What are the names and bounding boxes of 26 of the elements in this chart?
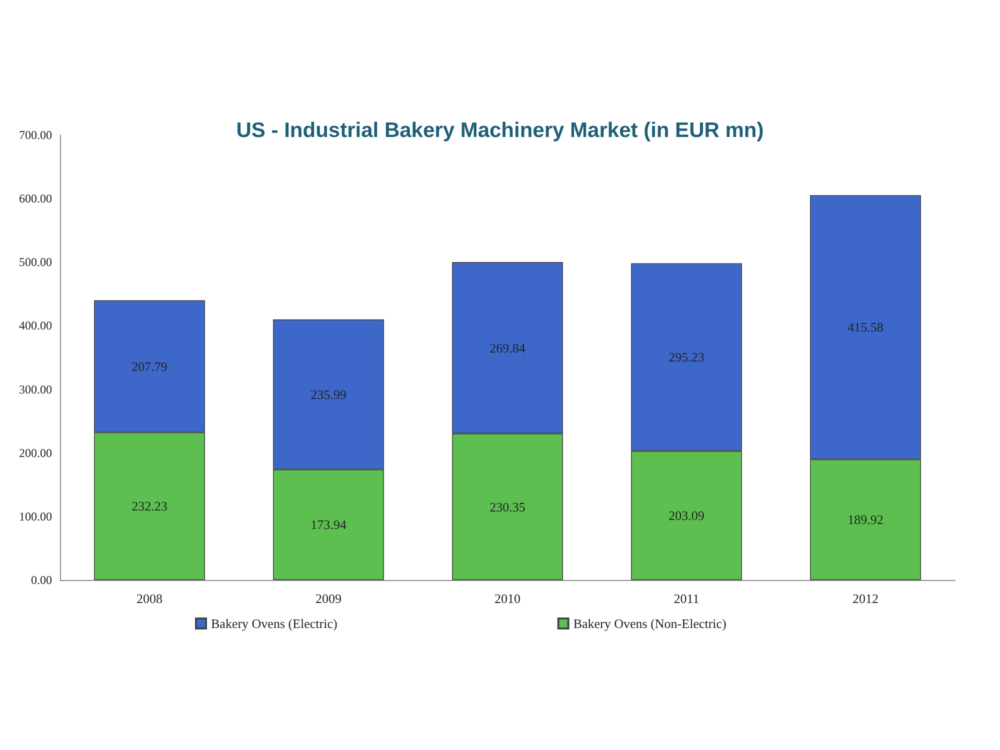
x-tick-label: 2008 xyxy=(136,591,162,606)
data-label: 189.92 xyxy=(848,512,884,528)
x-tick-label: 2009 xyxy=(316,591,342,606)
data-label: 173.94 xyxy=(310,517,347,532)
y-tick-label: 0.00 xyxy=(31,573,52,587)
data-label: 207.79 xyxy=(132,358,168,374)
legend-label: Bakery Ovens (Electric) xyxy=(211,616,338,631)
y-tick-label: 300.00 xyxy=(19,382,52,396)
data-label: 269.84 xyxy=(490,340,526,356)
data-label: 230.35 xyxy=(490,499,526,514)
x-tick-label: 2012 xyxy=(852,591,878,606)
y-tick-label: 200.00 xyxy=(19,446,52,460)
legend-label: Bakery Ovens (Non-Electric) xyxy=(573,616,726,631)
data-label: 203.09 xyxy=(668,508,704,523)
data-label: 415.58 xyxy=(848,320,884,335)
y-tick-label: 700.00 xyxy=(19,128,52,142)
y-tick-label: 500.00 xyxy=(19,255,52,270)
data-label: 235.99 xyxy=(310,386,346,402)
data-label: 232.23 xyxy=(132,498,168,514)
y-tick-label: 400.00 xyxy=(19,318,52,333)
y-tick-label: 100.00 xyxy=(19,509,52,524)
x-tick-label: 2011 xyxy=(674,591,700,606)
data-label: 295.23 xyxy=(668,350,704,365)
chart-title: US - Industrial Bakery Machinery Market (in EUR mn) xyxy=(236,119,764,142)
x-tick-label: 2010 xyxy=(494,591,520,606)
y-tick-label: 600.00 xyxy=(19,192,52,206)
